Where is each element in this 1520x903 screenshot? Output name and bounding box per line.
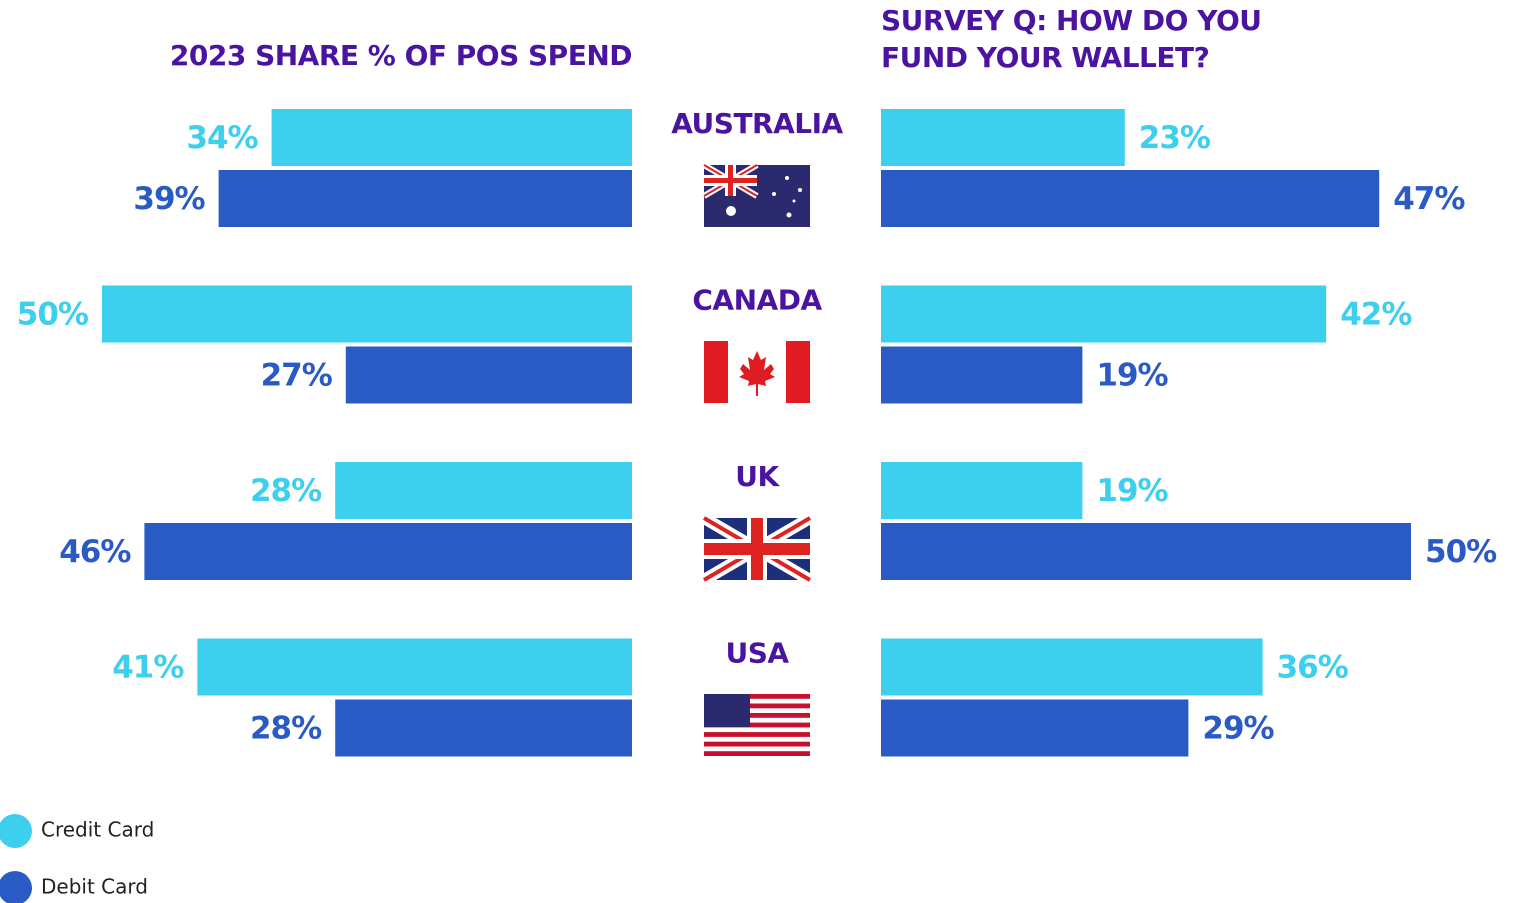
bar: [881, 523, 1411, 580]
value-label: 39%: [133, 181, 205, 217]
value-label: 28%: [250, 473, 322, 509]
value-label: 47%: [1393, 181, 1465, 217]
flag-canada: [704, 341, 810, 403]
value-label: 19%: [1096, 358, 1168, 394]
bar: [197, 638, 632, 696]
chart-title: 2023 SHARE % OF POS SPEND: [170, 39, 632, 72]
value-label: 50%: [1425, 534, 1497, 570]
bar: [345, 346, 632, 404]
category-label: USA: [725, 637, 789, 670]
bar: [881, 699, 1189, 757]
legend-swatch: [0, 814, 32, 848]
bar: [881, 170, 1380, 227]
bar: [881, 285, 1327, 343]
bar: [218, 170, 632, 227]
value-label: 36%: [1277, 650, 1349, 686]
value-label: 29%: [1202, 711, 1274, 747]
value-label: 50%: [17, 297, 89, 333]
category-label: UK: [735, 460, 780, 493]
bar: [144, 523, 632, 580]
chart-title: SURVEY Q: HOW DO YOU FUND YOUR WALLET?: [881, 4, 1262, 74]
category-label: AUSTRALIA: [671, 107, 843, 140]
flag-australia: [702, 162, 810, 227]
bar: [271, 109, 632, 166]
value-label: 28%: [250, 711, 322, 747]
bar: [881, 109, 1125, 166]
legend-label: Debit Card: [41, 875, 148, 899]
value-label: 46%: [59, 534, 131, 570]
flag-usa: [704, 694, 810, 756]
value-label: 27%: [261, 358, 333, 394]
value-label: 41%: [112, 650, 184, 686]
value-label: 34%: [186, 120, 258, 156]
value-label: 23%: [1139, 120, 1211, 156]
legend-label: Credit Card: [41, 818, 154, 842]
bar: [335, 462, 632, 519]
bar: [881, 462, 1083, 519]
value-label: 42%: [1340, 297, 1412, 333]
category-label: CANADA: [692, 284, 822, 317]
flag-uk: [700, 512, 814, 586]
bar: [881, 346, 1083, 404]
bar: [881, 638, 1263, 696]
bar: [102, 285, 632, 343]
value-label: 19%: [1096, 473, 1168, 509]
legend-swatch: [0, 871, 32, 903]
bar: [335, 699, 632, 757]
